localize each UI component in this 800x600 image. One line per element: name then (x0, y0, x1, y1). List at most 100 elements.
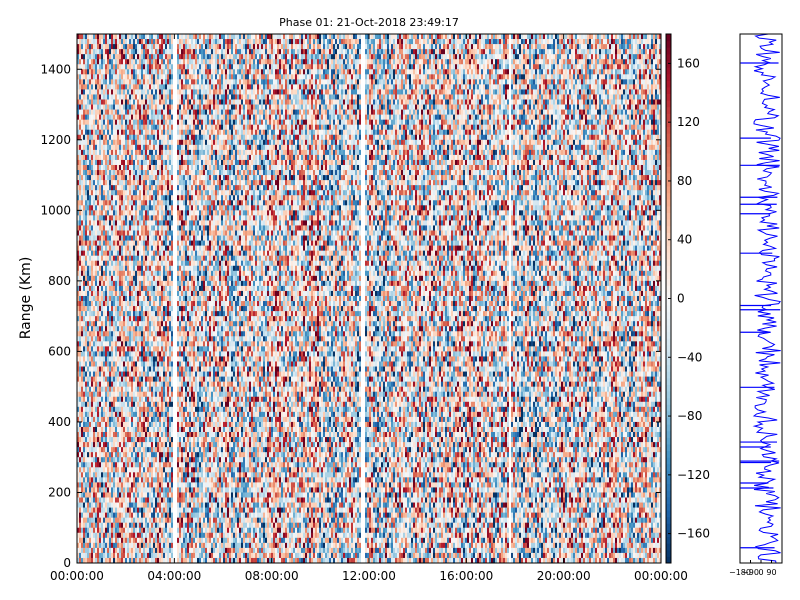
heatmap-cell (149, 185, 152, 191)
heatmap-cell (127, 159, 130, 166)
heatmap-cell (141, 59, 144, 65)
heatmap-cell (105, 426, 108, 433)
heatmap-cell (109, 39, 112, 45)
heatmap-cell (127, 79, 130, 85)
heatmap-cell (171, 119, 174, 126)
heatmap-cell (87, 99, 90, 105)
heatmap-cell (167, 175, 170, 181)
heatmap-cell (97, 79, 100, 85)
heatmap-cell (163, 437, 166, 443)
heatmap-cell (149, 301, 152, 307)
heatmap-cell (151, 64, 154, 70)
heatmap-cell (85, 432, 88, 438)
heatmap-cell (77, 421, 80, 428)
heatmap-cell (159, 522, 162, 529)
heatmap-cell (101, 180, 104, 186)
heatmap-cell (161, 69, 164, 75)
heatmap-cell (103, 84, 106, 90)
heatmap-cell (139, 557, 142, 564)
heatmap-cell (87, 406, 90, 413)
heatmap-cell (165, 139, 168, 146)
heatmap-cell (85, 316, 88, 322)
heatmap-cell (145, 34, 148, 40)
heatmap-cell (153, 39, 156, 45)
heatmap-cell (111, 537, 114, 544)
heatmap-cell (159, 74, 162, 80)
heatmap-cell (139, 39, 142, 45)
heatmap-cell (149, 54, 152, 60)
heatmap-cell (123, 164, 126, 171)
heatmap-cell (127, 542, 130, 549)
heatmap-cell (89, 336, 92, 342)
heatmap-cell (131, 547, 134, 554)
heatmap-cell (167, 497, 170, 503)
heatmap-cell (89, 487, 92, 493)
heatmap-cell (151, 437, 154, 443)
heatmap-cell (85, 290, 88, 297)
heatmap-cell (81, 366, 84, 372)
heatmap-cell (123, 149, 126, 156)
heatmap-cell (97, 205, 100, 211)
heatmap-cell (133, 391, 136, 398)
heatmap-cell (137, 109, 140, 115)
heatmap-cell (139, 255, 142, 262)
heatmap-cell (153, 285, 156, 292)
heatmap-cell (99, 326, 102, 332)
heatmap-cell (87, 54, 90, 60)
heatmap-cell (143, 492, 146, 498)
heatmap-cell (155, 432, 158, 438)
heatmap-cell (113, 457, 116, 463)
heatmap-cell (167, 532, 170, 539)
heatmap-cell (133, 311, 136, 317)
heatmap-cell (95, 547, 98, 554)
heatmap-cell (109, 295, 112, 302)
heatmap-cell (121, 537, 124, 544)
heatmap-cell (161, 220, 164, 226)
heatmap-cell (141, 391, 144, 398)
heatmap-cell (87, 437, 90, 443)
heatmap-cell (119, 416, 122, 423)
heatmap-cell (125, 245, 128, 251)
heatmap-cell (99, 89, 102, 95)
heatmap-cell (167, 220, 170, 226)
heatmap-cell (163, 240, 166, 246)
heatmap-cell (127, 557, 130, 564)
heatmap-cell (143, 361, 146, 367)
heatmap-cell (159, 552, 162, 559)
heatmap-cell (97, 472, 100, 478)
heatmap-cell (159, 195, 162, 201)
heatmap-cell (103, 411, 106, 418)
heatmap-cell (137, 321, 140, 327)
heatmap-cell (167, 311, 170, 317)
heatmap-cell (147, 411, 150, 418)
heatmap-cell (129, 54, 132, 60)
heatmap-cell (165, 477, 168, 483)
heatmap-cell (133, 285, 136, 292)
heatmap-cell (111, 89, 114, 95)
heatmap-cell (81, 547, 84, 554)
heatmap-cell (141, 542, 144, 549)
heatmap-cell (155, 215, 158, 221)
heatmap-cell (167, 200, 170, 206)
heatmap-cell (115, 275, 118, 282)
heatmap-cell (133, 442, 136, 448)
heatmap-cell (129, 79, 132, 85)
heatmap-cell (79, 235, 82, 241)
heatmap-cell (95, 497, 98, 503)
heatmap-cell (97, 245, 100, 251)
heatmap-cell (103, 99, 106, 105)
heatmap-cell (167, 164, 170, 171)
heatmap-cell (141, 74, 144, 80)
heatmap-cell (113, 316, 116, 322)
heatmap-cell (111, 195, 114, 201)
heatmap-cell (103, 124, 106, 131)
heatmap-cell (87, 190, 90, 196)
chart-title: Phase 01: 21-Oct-2018 23:49:17 (279, 16, 459, 29)
heatmap-cell (165, 306, 168, 312)
heatmap-cell (141, 326, 144, 332)
heatmap-cell (161, 416, 164, 423)
heatmap-cell (101, 134, 104, 141)
heatmap-cell (95, 129, 98, 136)
heatmap-cell (121, 361, 124, 367)
heatmap-cell (115, 356, 118, 362)
